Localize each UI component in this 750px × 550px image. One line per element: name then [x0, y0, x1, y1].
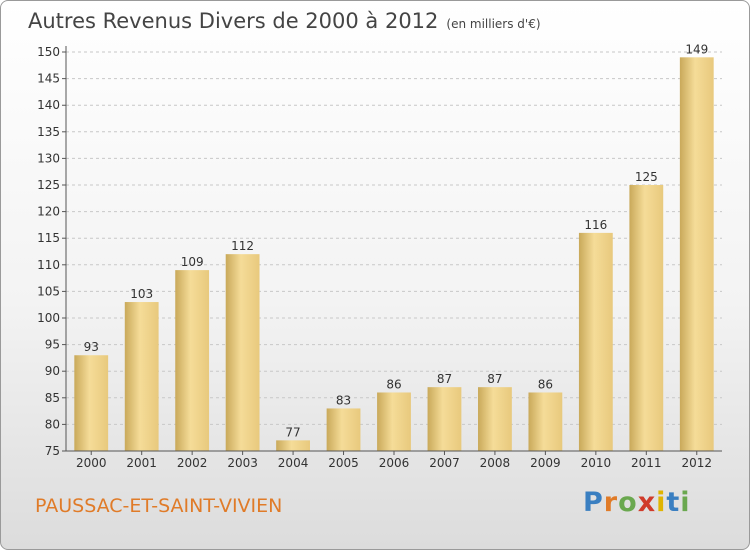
x-tick-label: 2004: [278, 456, 309, 470]
chart-unit: (en milliers d'€): [446, 17, 541, 31]
bar: [528, 392, 563, 451]
logo-letter: r: [603, 487, 619, 518]
bar-value-label: 112: [231, 239, 254, 253]
bars: 93 103 109 112 77 83 86 87 87 86 116 125 149: [74, 42, 714, 451]
x-tick-label: 2005: [328, 456, 359, 470]
y-tick-label: 150: [37, 45, 60, 59]
y-tick-label: 135: [37, 125, 60, 139]
logo-letter: i: [656, 487, 667, 518]
y-tick-label: 120: [37, 205, 60, 219]
y-tick-label: 110: [37, 258, 60, 272]
proxiti-logo: Proxiti: [583, 487, 691, 518]
x-tick-label: 2000: [76, 456, 107, 470]
bar: [377, 392, 411, 451]
x-tick-label: 2011: [631, 456, 662, 470]
y-tick-label: 80: [45, 417, 60, 431]
x-tick-label: 2002: [177, 456, 208, 470]
y-tick-label: 115: [37, 231, 60, 245]
bar: [124, 302, 159, 451]
x-tick-label: 2007: [429, 456, 460, 470]
bar-value-label: 86: [386, 377, 401, 391]
x-tick-label: 2003: [227, 456, 258, 470]
bar-value-label: 125: [635, 170, 658, 184]
y-tick-label: 125: [37, 178, 60, 192]
y-tick-label: 90: [45, 364, 60, 378]
logo-letter: P: [583, 487, 604, 518]
y-tick-label: 95: [45, 338, 60, 352]
x-tick-label: 2006: [379, 456, 410, 470]
y-tick-label: 140: [37, 98, 60, 112]
logo-letter: x: [637, 487, 657, 518]
bar-value-label: 109: [181, 255, 204, 269]
chart-title-text: Autres Revenus Divers de 2000 à 2012: [28, 9, 439, 33]
bar: [427, 387, 462, 451]
bar-value-label: 83: [336, 393, 351, 407]
x-tick-label: 2008: [480, 456, 511, 470]
place-name: PAUSSAC-ET-SAINT-VIVIEN: [35, 495, 283, 517]
bar-value-label: 87: [437, 372, 452, 386]
x-tick-label: 2009: [530, 456, 561, 470]
bar: [175, 270, 210, 451]
chart-title: Autres Revenus Divers de 2000 à 2012 (en …: [28, 9, 541, 33]
y-tick-label: 100: [37, 311, 60, 325]
bar: [326, 408, 361, 451]
bar-value-label: 87: [487, 372, 502, 386]
y-tick-label: 130: [37, 151, 60, 165]
y-tick-label: 105: [37, 284, 60, 298]
y-tick-label: 145: [37, 72, 60, 86]
bar: [578, 232, 613, 451]
bar: [478, 387, 512, 451]
bar-value-label: 93: [84, 340, 99, 354]
logo-letter: i: [680, 487, 691, 518]
y-tick-label: 75: [45, 444, 60, 458]
bar-value-label: 86: [538, 377, 553, 391]
x-tick-label: 2001: [126, 456, 157, 470]
bar: [225, 254, 260, 451]
bar: [74, 355, 109, 451]
bar: [679, 57, 714, 451]
x-axis: 2000 2001 2002 2003 2004 2005 2006 2007 2008 2009…: [66, 450, 722, 470]
bar-value-label: 77: [285, 425, 300, 439]
bar: [276, 440, 310, 451]
bar: [629, 185, 664, 451]
x-tick-label: 2012: [681, 456, 712, 470]
bar-value-label: 103: [130, 287, 153, 301]
logo-letter: o: [618, 487, 638, 518]
x-tick-label: 2010: [581, 456, 612, 470]
bar-value-label: 116: [584, 218, 607, 232]
bar-value-label: 149: [685, 42, 708, 56]
y-axis: 75 80 85 90 95 100 105 110 115 120 125 130 135 140 145…: [37, 45, 67, 458]
logo-letter: t: [666, 487, 681, 518]
y-tick-label: 85: [45, 391, 60, 405]
